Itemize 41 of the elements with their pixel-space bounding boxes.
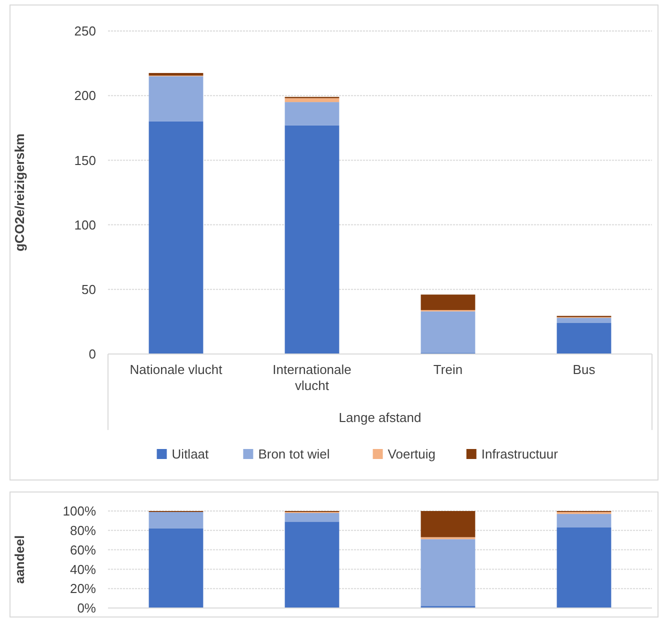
x-tick-label: Trein	[433, 362, 463, 377]
bar	[556, 318, 612, 323]
bar	[420, 294, 476, 310]
y-tick-label: 0	[88, 346, 96, 362]
bar	[148, 512, 204, 528]
bar	[556, 527, 612, 608]
y-tick-label: 40%	[70, 562, 96, 577]
bar	[420, 539, 476, 606]
bar	[284, 102, 340, 126]
bar	[148, 528, 204, 608]
bar	[148, 76, 204, 122]
legend-label: Infrastructuur	[481, 446, 559, 462]
bar	[556, 322, 612, 354]
x-tick-label: Nationale vlucht	[130, 362, 223, 377]
legend-label: Bron tot wiel	[258, 446, 330, 462]
y-tick-label: 100	[74, 217, 96, 232]
bar	[284, 125, 340, 354]
y-tick-label: 0%	[77, 600, 96, 616]
legend-label: Voertuig	[388, 446, 436, 462]
y-tick-label: 150	[74, 152, 96, 168]
bar	[556, 514, 612, 528]
bar	[148, 121, 204, 354]
legend-label: Uitlaat	[172, 446, 210, 462]
y-axis-title: aandeel	[12, 535, 27, 584]
y-tick-label: 100%	[62, 504, 96, 519]
y-tick-label: 50	[82, 282, 96, 297]
x-axis-title: Lange afstand	[338, 410, 422, 425]
bar	[420, 511, 476, 538]
y-tick-label: 80%	[70, 522, 96, 538]
y-tick-label: 250	[74, 24, 96, 39]
bar	[284, 98, 340, 102]
y-tick-label: 20%	[70, 581, 96, 596]
y-tick-label: 60%	[70, 542, 96, 558]
y-tick-label: 200	[74, 88, 96, 104]
bar	[284, 522, 340, 608]
bar	[284, 512, 340, 522]
x-tick-label: Internationale vlucht	[272, 362, 352, 393]
bar	[148, 72, 204, 76]
y-axis-title: gCO2e/reizigerskm	[12, 134, 27, 252]
bar	[420, 311, 476, 353]
x-tick-label: Bus	[572, 362, 596, 377]
